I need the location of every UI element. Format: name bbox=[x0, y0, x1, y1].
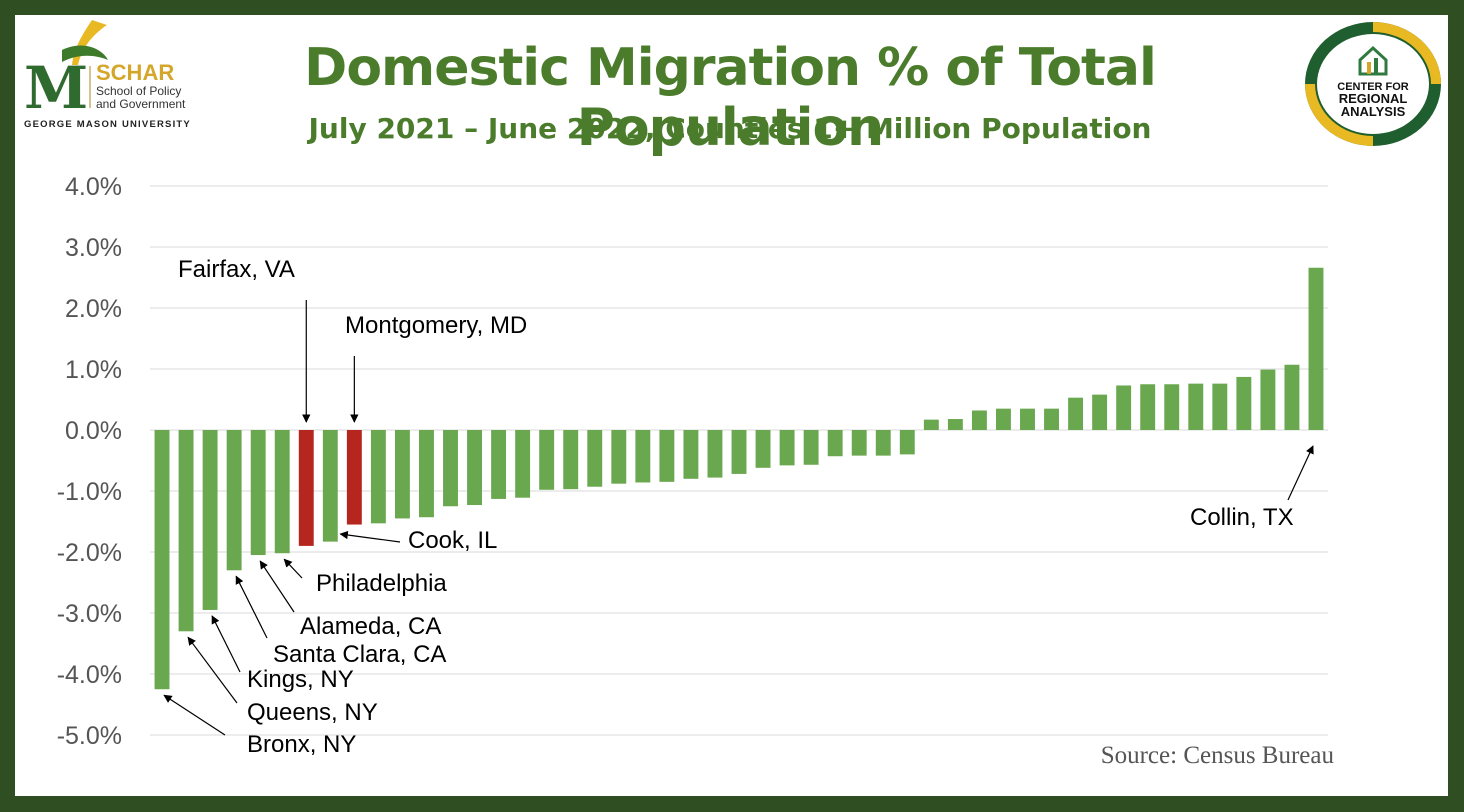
annotation-arrow bbox=[187, 636, 238, 704]
bar bbox=[1116, 385, 1132, 430]
bar bbox=[851, 430, 867, 456]
bar bbox=[659, 430, 675, 482]
annotation-label: Cook, IL bbox=[408, 527, 497, 554]
bar bbox=[202, 430, 218, 610]
bar bbox=[467, 430, 483, 506]
chart-subtitle: July 2021 – June 2022, Counties 1+ Milli… bbox=[308, 112, 1152, 145]
bar bbox=[1164, 384, 1180, 430]
bar bbox=[1044, 408, 1059, 430]
annotation-arrow bbox=[1287, 445, 1314, 501]
annotation-arrow bbox=[163, 694, 226, 736]
annotation-label: Collin, TX bbox=[1190, 504, 1294, 531]
y-tick-label: -3.0% bbox=[57, 600, 122, 628]
cra-logo: CENTER FOR REGIONAL ANALYSIS bbox=[1305, 22, 1441, 146]
bar bbox=[947, 419, 963, 430]
bar bbox=[370, 430, 386, 524]
source-note: Source: Census Bureau bbox=[1100, 742, 1334, 769]
bar bbox=[1068, 397, 1084, 430]
logo-schar: SCHAR bbox=[96, 60, 174, 85]
bar bbox=[563, 430, 579, 490]
svg-text:School of Policy: School of Policy bbox=[96, 84, 181, 98]
bar bbox=[298, 430, 314, 546]
annotation-label: Santa Clara, CA bbox=[273, 641, 446, 668]
bar bbox=[274, 430, 290, 554]
y-tick-label: 2.0% bbox=[65, 295, 122, 323]
annotation-arrow bbox=[339, 530, 401, 543]
annotation-label: Kings, NY bbox=[247, 666, 354, 693]
y-tick-label: -1.0% bbox=[57, 478, 122, 506]
bar bbox=[707, 430, 723, 478]
annotation-label: Philadelphia bbox=[316, 570, 447, 597]
bar bbox=[899, 430, 915, 455]
annotation-label: Queens, NY bbox=[247, 699, 378, 726]
bar bbox=[443, 430, 458, 507]
svg-text:M: M bbox=[24, 54, 88, 122]
bar bbox=[611, 430, 627, 484]
annotation-label: Alameda, CA bbox=[300, 613, 441, 640]
bar bbox=[178, 430, 194, 632]
y-tick-label: 0.0% bbox=[65, 417, 122, 445]
schar-logo: M SCHAR School of Policy and Government … bbox=[24, 20, 191, 130]
bar bbox=[635, 430, 651, 483]
annotation-arrow bbox=[235, 575, 268, 639]
bar bbox=[250, 430, 266, 556]
bar bbox=[1236, 376, 1252, 430]
y-tick-label: -4.0% bbox=[57, 661, 122, 689]
bar bbox=[1092, 394, 1108, 430]
y-tick-label: -2.0% bbox=[57, 539, 122, 567]
svg-text:REGIONAL: REGIONAL bbox=[1339, 91, 1408, 106]
bar bbox=[226, 430, 242, 571]
annotation-arrow bbox=[259, 560, 295, 613]
bar bbox=[1308, 267, 1324, 430]
annotation-label: Bronx, NY bbox=[247, 731, 356, 758]
bar bbox=[779, 430, 795, 466]
bar bbox=[346, 430, 362, 525]
bar bbox=[971, 410, 987, 430]
slide-frame bbox=[15, 15, 1448, 796]
svg-text:and Government: and Government bbox=[96, 97, 186, 111]
bar bbox=[803, 430, 819, 465]
bar bbox=[394, 430, 410, 519]
svg-text:GEORGE MASON UNIVERSITY: GEORGE MASON UNIVERSITY bbox=[24, 119, 191, 130]
y-tick-label: 4.0% bbox=[65, 173, 122, 201]
y-tick-label: -5.0% bbox=[57, 722, 122, 750]
bar bbox=[683, 430, 699, 479]
annotation-label: Fairfax, VA bbox=[178, 256, 295, 283]
annotation-arrow bbox=[283, 558, 303, 579]
bar bbox=[154, 430, 170, 690]
bar bbox=[1284, 364, 1300, 430]
svg-text:CENTER FOR: CENTER FOR bbox=[1337, 81, 1409, 93]
bar bbox=[1188, 383, 1204, 430]
bar bbox=[587, 430, 603, 487]
bar bbox=[827, 430, 843, 457]
y-tick-label: 3.0% bbox=[65, 234, 122, 262]
bar bbox=[322, 430, 338, 542]
chart-title: Domestic Migration % of Total Population bbox=[304, 38, 1157, 158]
bar bbox=[419, 430, 434, 518]
bar bbox=[515, 430, 531, 498]
bar bbox=[731, 430, 747, 474]
annotation-label: Montgomery, MD bbox=[345, 312, 527, 339]
bar bbox=[1020, 408, 1035, 430]
bar bbox=[923, 419, 939, 430]
bar bbox=[1212, 383, 1228, 430]
bar bbox=[875, 430, 891, 456]
bar bbox=[1260, 369, 1276, 430]
bar bbox=[755, 430, 771, 468]
bar bbox=[995, 408, 1011, 430]
annotation-arrow bbox=[211, 615, 241, 673]
bar bbox=[1140, 384, 1156, 430]
svg-text:ANALYSIS: ANALYSIS bbox=[1341, 104, 1406, 119]
bar bbox=[539, 430, 555, 490]
y-tick-label: 1.0% bbox=[65, 356, 122, 384]
bar bbox=[491, 430, 507, 499]
